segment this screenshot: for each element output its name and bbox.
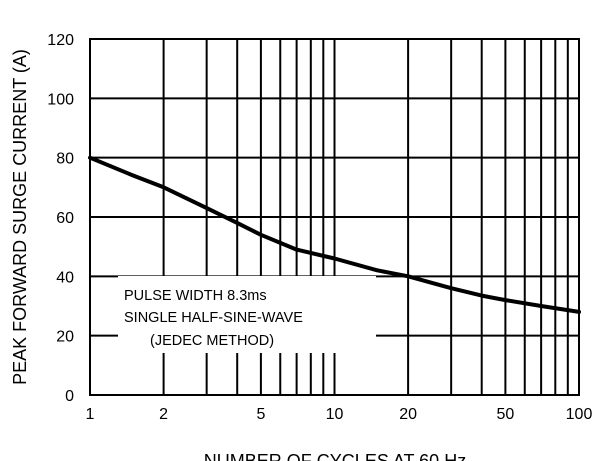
x-tick-label: 2 bbox=[159, 406, 168, 423]
annotation-box bbox=[118, 276, 376, 353]
y-tick-label: 100 bbox=[47, 91, 74, 108]
y-tick-label: 20 bbox=[56, 329, 74, 346]
x-tick-label: 1 bbox=[86, 406, 95, 423]
x-tick-label: 100 bbox=[566, 406, 593, 423]
curve-layer bbox=[88, 155, 581, 314]
y-tick-label: 80 bbox=[56, 151, 74, 168]
x-tick-labels: 1 2 5 10 20 50 100 bbox=[86, 406, 593, 423]
surge-current-curve bbox=[88, 155, 581, 314]
y-axis-title: PEAK FORWARD SURGE CURRENT (A) bbox=[10, 49, 30, 385]
x-axis-title: NUMBER OF CYCLES AT 60 Hz bbox=[204, 451, 466, 461]
y-tick-labels: 0 20 40 60 80 100 120 bbox=[47, 32, 74, 405]
annotation-line-1: PULSE WIDTH 8.3ms bbox=[124, 288, 267, 304]
x-tick-label: 50 bbox=[496, 406, 514, 423]
plot-frame bbox=[89, 38, 580, 396]
x-tick-label: 10 bbox=[326, 406, 344, 423]
x-tick-label: 20 bbox=[399, 406, 417, 423]
y-tick-label: 60 bbox=[56, 210, 74, 227]
y-tick-label: 0 bbox=[65, 388, 74, 405]
plot-border bbox=[89, 38, 580, 396]
x-tick-label: 5 bbox=[256, 406, 265, 423]
y-tick-label: 40 bbox=[56, 269, 74, 286]
annotation-line-2: SINGLE HALF-SINE-WAVE bbox=[124, 310, 303, 326]
y-tick-label: 120 bbox=[47, 32, 74, 49]
annotation-line-3: (JEDEC METHOD) bbox=[150, 333, 274, 349]
